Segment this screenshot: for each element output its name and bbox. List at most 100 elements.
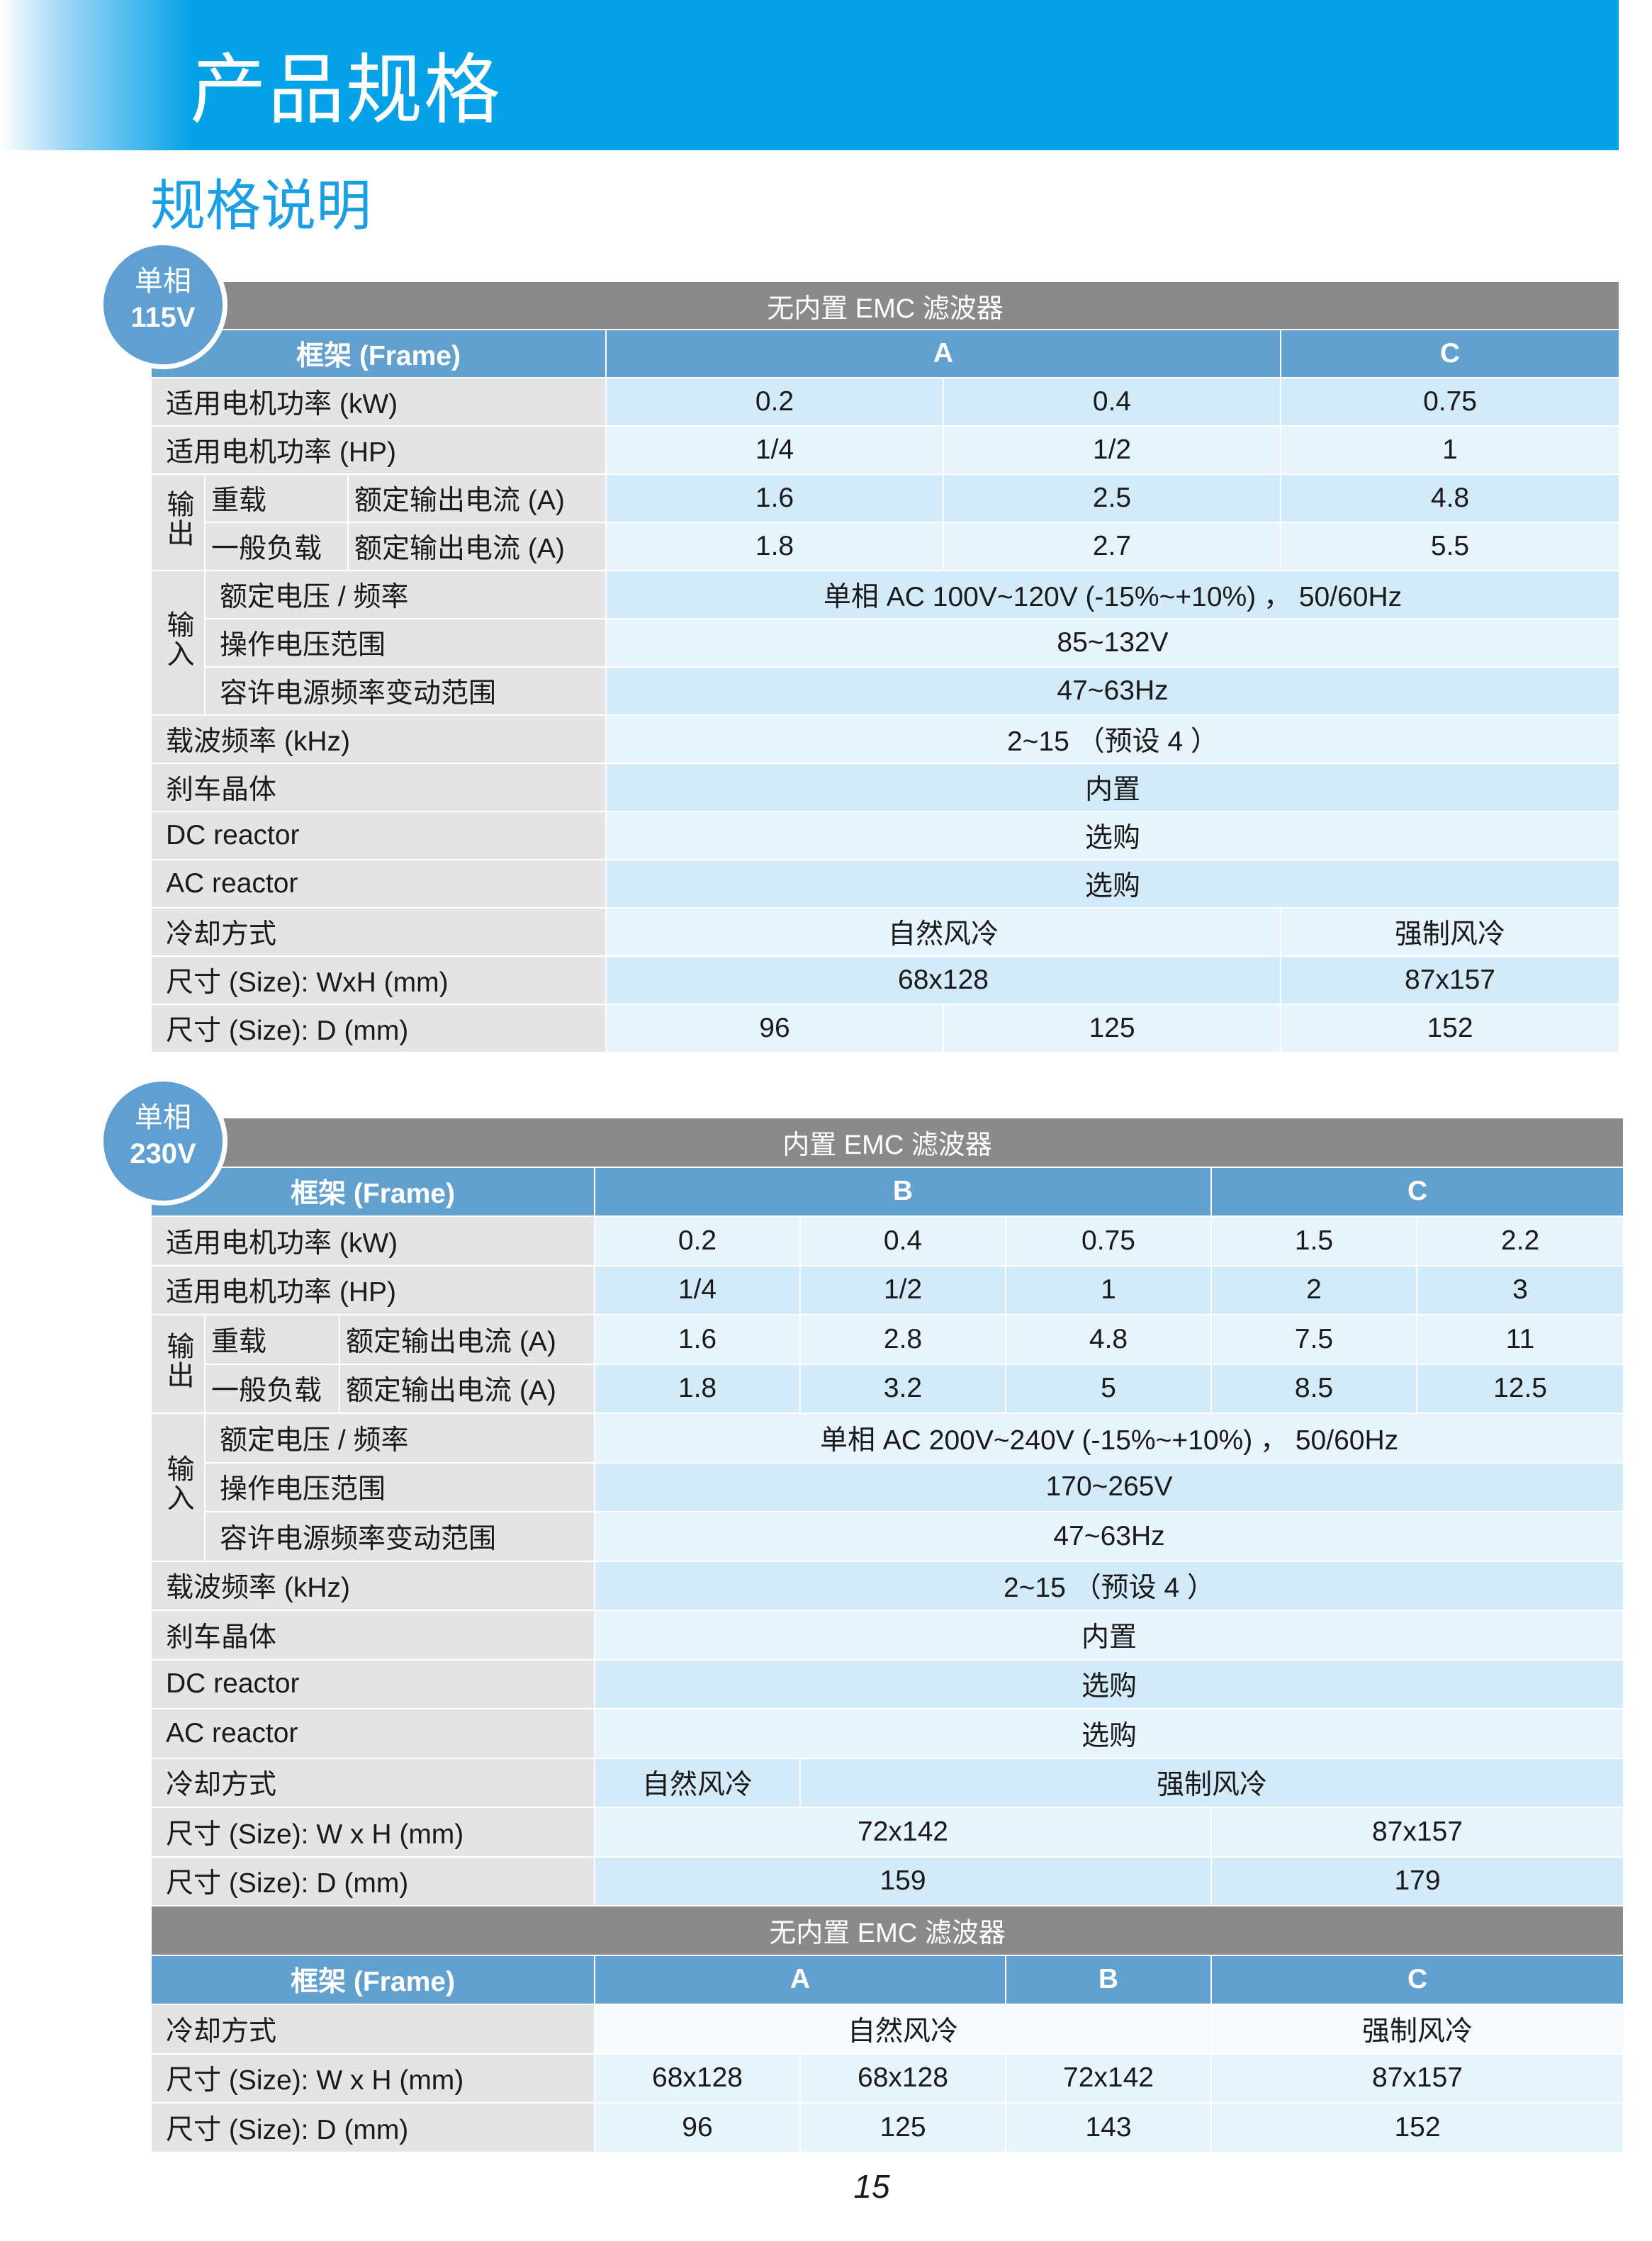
section-header: 无内置 EMC 滤波器: [150, 1905, 1625, 1956]
table-row: 冷却方式 自然风冷 强制风冷: [150, 2004, 1625, 2055]
page-title: 产品规格: [190, 46, 502, 135]
row-group-label: 输出: [150, 1314, 206, 1414]
table-row: 操作电压范围 85~132V: [151, 618, 1621, 668]
table-cell: 单相 AC 200V~240V (-15%~+10%) ， 50/60Hz: [593, 1412, 1625, 1464]
row-label: 冷却方式: [150, 907, 607, 957]
row-label: 尺寸 (Size): D (mm): [150, 1855, 595, 1906]
header-banner: 产品规格: [0, 0, 1619, 150]
row-group-label: 输入: [150, 1412, 206, 1562]
frame-column-header: C: [1279, 329, 1621, 378]
row-label: 适用电机功率 (HP): [150, 1264, 595, 1315]
table-row: DC reactor 选购: [150, 1658, 1625, 1709]
table-row: 输出 重载 额定输出电流 (A) 1.6 2.5 4.8: [150, 473, 1621, 571]
table-cell: 3.2: [799, 1363, 1006, 1414]
table-row: 尺寸 (Size): W x H (mm) 68x128 68x128 72x142 8…: [150, 2052, 1625, 2104]
table-cell: 内置: [593, 1610, 1625, 1661]
spec-table-230v: 内置 EMC 滤波器 框架 (Frame) B C 适用电机功率 (kW) 0.2 0.4 0…: [150, 1117, 1625, 2153]
table-cell: 179: [1210, 1855, 1625, 1906]
table-row: 载波频率 (kHz) 2~15 （预设 4 ）: [150, 714, 1621, 764]
frame-header-row: 框架 (Frame) B C: [150, 1166, 1625, 1217]
row-label: 适用电机功率 (kW): [150, 377, 607, 427]
row-label: 操作电压范围: [204, 618, 607, 668]
table-cell: 1.8: [594, 1363, 801, 1414]
table-cell: 2: [1210, 1264, 1417, 1315]
table-cell: 1/4: [594, 1264, 801, 1315]
frame-header-row: 框架 (Frame) A C: [150, 329, 1621, 378]
table-cell: 1.6: [594, 1314, 801, 1365]
row-group-text: 输出: [163, 1331, 193, 1390]
table-row: 容许电源频率变动范围 47~63Hz: [151, 1511, 1625, 1562]
table-cell: 强制风冷: [799, 1757, 1625, 1808]
frame-label: 框架 (Frame): [150, 1166, 595, 1217]
table-cell: 96: [605, 1004, 944, 1053]
table-cell: 2.7: [943, 522, 1281, 571]
table-cell: 2.2: [1415, 1215, 1625, 1266]
row-sublabel: 额定输出电流 (A): [347, 522, 607, 571]
row-label: DC reactor: [150, 1658, 595, 1709]
badge-voltage: 230V: [130, 1138, 196, 1169]
badge-phase: 单相: [135, 1102, 191, 1133]
table-cell: 1: [1005, 1264, 1212, 1315]
table-row: 适用电机功率 (HP) 1/4 1/2 1 2 3: [150, 1264, 1625, 1315]
table-cell: 47~63Hz: [593, 1511, 1625, 1562]
row-label: 适用电机功率 (HP): [150, 425, 607, 475]
table-row: 尺寸 (Size): WxH (mm) 68x128 87x157: [150, 955, 1621, 1005]
table-row: AC reactor 选购: [150, 859, 1621, 909]
table-cell: 5: [1005, 1363, 1212, 1414]
table-cell: 自然风冷: [605, 907, 1281, 957]
row-label: 尺寸 (Size): W x H (mm): [150, 2052, 595, 2104]
table-row: 冷却方式 自然风冷 强制风冷: [150, 1757, 1625, 1808]
row-label: AC reactor: [150, 859, 607, 909]
table-cell: 152: [1210, 2102, 1625, 2153]
table-row: 一般负载 额定输出电流 (A) 1.8 3.2 5 8.5 12.5: [151, 1363, 1625, 1414]
table-cell: 强制风冷: [1279, 907, 1621, 957]
frame-header-row: 框架 (Frame) A B C: [150, 1954, 1625, 2005]
section-header-row: 无内置 EMC 滤波器: [150, 1905, 1625, 1956]
table-row: 操作电压范围 170~265V: [151, 1461, 1625, 1512]
table-cell: 4.8: [1005, 1314, 1212, 1365]
table-cell: 8.5: [1210, 1363, 1417, 1414]
table-row: AC reactor 选购: [150, 1708, 1625, 1759]
table-row: 容许电源频率变动范围 47~63Hz: [151, 666, 1621, 716]
section-header-row: 无内置 EMC 滤波器: [150, 281, 1621, 330]
table-cell: 自然风冷: [594, 2004, 1212, 2055]
table-cell: 强制风冷: [1210, 2004, 1625, 2055]
row-label: 尺寸 (Size): D (mm): [150, 2102, 595, 2153]
table-cell: 2~15 （预设 4 ）: [605, 714, 1621, 764]
table-cell: 1: [1279, 425, 1621, 475]
row-group-text: 输入: [163, 1454, 193, 1513]
table-row: 尺寸 (Size): D (mm) 96 125 143 152: [150, 2102, 1625, 2153]
table-row: 尺寸 (Size): D (mm) 159 179: [150, 1855, 1625, 1906]
row-sublabel: 额定输出电流 (A): [339, 1363, 595, 1414]
row-group-text: 输出: [163, 490, 193, 548]
row-label: 冷却方式: [150, 2004, 595, 2055]
table-cell: 选购: [593, 1658, 1625, 1709]
table-row: 载波频率 (kHz) 2~15 （预设 4 ）: [150, 1560, 1625, 1611]
frame-column-header: A: [605, 329, 1281, 378]
table-cell: 自然风冷: [594, 1757, 801, 1808]
row-sublabel: 一般负载: [204, 1363, 340, 1414]
table-cell: 1.8: [605, 522, 944, 571]
row-label: 载波频率 (kHz): [150, 714, 607, 764]
row-sublabel: 重载: [204, 1314, 340, 1365]
row-label: 尺寸 (Size): D (mm): [150, 1004, 607, 1053]
table-row: 刹车晶体 内置: [150, 1610, 1625, 1661]
table-cell: 143: [1005, 2102, 1212, 2153]
table-cell: 152: [1279, 1004, 1621, 1053]
badge-phase: 单相: [135, 266, 191, 297]
table-cell: 170~265V: [593, 1461, 1625, 1512]
row-label: 操作电压范围: [204, 1461, 595, 1512]
table-row: 刹车晶体 内置: [150, 763, 1621, 812]
table-cell: 96: [594, 2102, 801, 2153]
row-label: 尺寸 (Size): WxH (mm): [150, 955, 607, 1005]
table-cell: 159: [594, 1855, 1212, 1906]
table-cell: 内置: [605, 763, 1621, 812]
row-label: AC reactor: [150, 1708, 595, 1759]
frame-column-header: B: [594, 1166, 1212, 1217]
table-cell: 0.2: [594, 1215, 801, 1266]
frame-label: 框架 (Frame): [150, 1954, 595, 2005]
row-group-label: 输出: [150, 473, 206, 571]
table-cell: 0.75: [1005, 1215, 1212, 1266]
table-cell: 0.4: [799, 1215, 1006, 1266]
table-cell: 2~15 （预设 4 ）: [593, 1560, 1625, 1611]
